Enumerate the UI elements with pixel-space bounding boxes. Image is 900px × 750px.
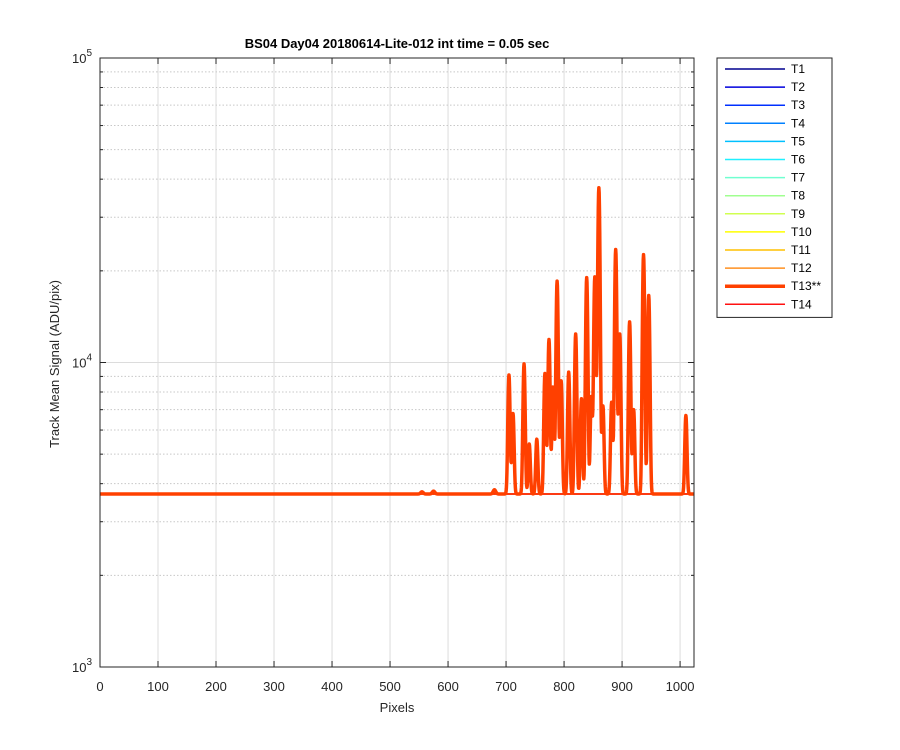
x-tick-label: 900: [611, 679, 633, 694]
legend-label: T10: [791, 225, 812, 239]
legend-entry: T13**: [725, 279, 821, 293]
x-tick-label: 100: [147, 679, 169, 694]
legend-entry: T6: [725, 153, 805, 167]
legend-entry: T14: [725, 297, 812, 311]
legend-label: T13**: [791, 279, 821, 293]
legend-label: T3: [791, 98, 805, 112]
x-axis-label: Pixels: [380, 700, 415, 715]
legend-entry: T10: [725, 225, 812, 239]
legend[interactable]: T1 T2 T3 T4 T5 T6 T7 T8 T9 T10 T11 T12 T13** T14: [716, 57, 833, 318]
legend-box: [716, 57, 833, 318]
legend-entry: T7: [725, 171, 805, 185]
x-tick-label: 600: [437, 679, 459, 694]
x-tick-label: 1000: [666, 679, 695, 694]
y-tick-label: 103: [72, 657, 92, 675]
legend-entry: T5: [725, 134, 805, 148]
legend-entry: T2: [725, 80, 805, 94]
legend-label: T14: [791, 297, 812, 311]
legend-label: T7: [791, 171, 805, 185]
y-tick-label: 104: [72, 353, 92, 371]
legend-entry: T11: [725, 243, 811, 257]
legend-label: T4: [791, 116, 805, 130]
x-tick-label: 0: [96, 679, 103, 694]
ticks: 0 100 200 300 400 500 600 700 800 900 1000 103 104 10…: [72, 48, 695, 694]
legend-entry: T9: [725, 207, 805, 221]
legend-entry: T4: [725, 116, 805, 130]
legend-entry: T3: [725, 98, 805, 112]
legend-entry: T1: [725, 62, 805, 76]
legend-entry: T8: [725, 189, 805, 203]
legend-label: T12: [791, 261, 812, 275]
y-axis-label: Track Mean Signal (ADU/pix): [47, 280, 62, 448]
series-line-t13: [100, 185, 694, 496]
x-tick-label: 400: [321, 679, 343, 694]
plot-area: 0 100 200 300 400 500 600 700 800 900 1000 103 104 10…: [72, 48, 695, 694]
legend-label: T9: [791, 207, 805, 221]
chart-title: BS04 Day04 20180614-Lite-012 int time = …: [245, 36, 550, 51]
x-tick-label: 800: [553, 679, 575, 694]
legend-label: T2: [791, 80, 805, 94]
y-tick-label: 105: [72, 48, 92, 66]
x-tick-label: 300: [263, 679, 285, 694]
grid: [100, 58, 694, 667]
x-tick-label: 200: [205, 679, 227, 694]
x-tick-label: 700: [495, 679, 517, 694]
legend-entry: T12: [725, 261, 812, 275]
legend-label: T1: [791, 62, 805, 76]
legend-label: T6: [791, 153, 805, 167]
data-lines: [100, 185, 694, 496]
legend-items: T1 T2 T3 T4 T5 T6 T7 T8 T9 T10 T11 T12 T13** T14: [725, 62, 821, 311]
legend-label: T11: [791, 243, 811, 257]
legend-label: T8: [791, 189, 805, 203]
legend-label: T5: [791, 134, 805, 148]
x-tick-label: 500: [379, 679, 401, 694]
